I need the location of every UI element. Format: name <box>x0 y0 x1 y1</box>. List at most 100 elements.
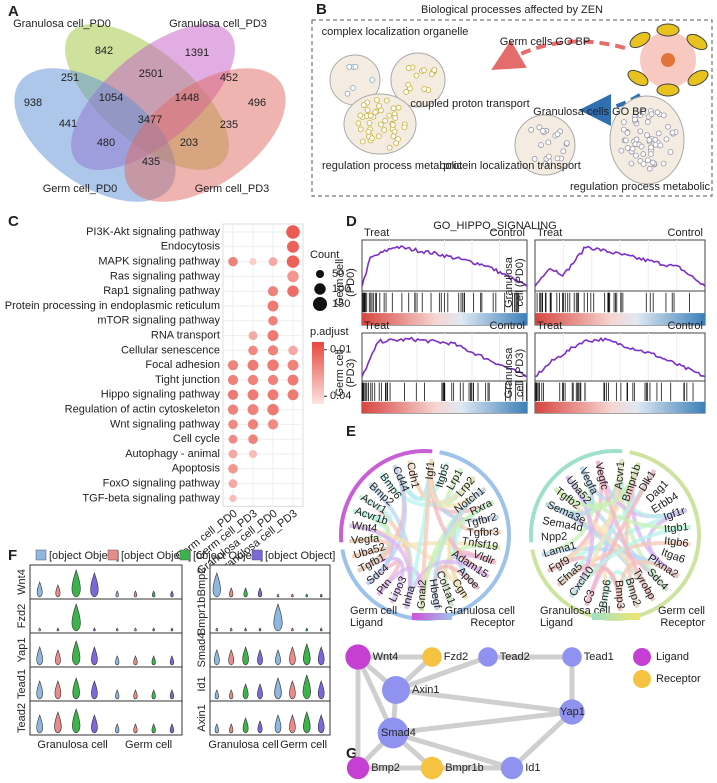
chord <box>349 523 412 610</box>
go-node <box>531 156 538 162</box>
violin <box>257 649 263 666</box>
violin <box>229 627 233 632</box>
go-node <box>390 105 397 112</box>
pathway-label: MAPK signaling pathway <box>98 256 220 268</box>
legend-dot <box>633 670 651 688</box>
plot-label: Granulosa <box>503 256 515 308</box>
violin <box>319 593 323 598</box>
go-node <box>545 139 552 146</box>
go-node <box>652 136 659 143</box>
go-node <box>631 116 638 123</box>
node-label: Wnt4 <box>373 651 399 663</box>
go-term: protein localization transport <box>443 160 581 172</box>
violin <box>36 646 43 666</box>
go-node <box>623 137 629 144</box>
venn-count: 203 <box>180 137 198 149</box>
go-node <box>390 133 397 140</box>
dot <box>247 359 259 371</box>
ligand-label: Ligand <box>350 617 383 629</box>
go-node <box>640 160 647 167</box>
node <box>422 647 442 667</box>
go-node <box>563 140 570 146</box>
dot <box>267 345 279 356</box>
go-node <box>355 120 362 127</box>
go-node <box>628 160 635 167</box>
go-node <box>405 81 412 88</box>
violin <box>71 603 81 632</box>
legend-label: [object Object] <box>193 550 263 562</box>
go-node <box>421 86 428 92</box>
venn-set <box>124 68 286 202</box>
chord <box>428 459 476 505</box>
violin <box>214 689 219 700</box>
panel-label: A <box>8 3 19 20</box>
pathway-label: Ras signaling pathway <box>110 270 221 282</box>
chord <box>569 524 691 599</box>
go-node <box>545 153 552 160</box>
venn-count: 235 <box>220 119 238 131</box>
violin <box>319 627 323 632</box>
violin <box>242 683 249 700</box>
control-label: Control <box>668 227 703 239</box>
go-node <box>405 65 412 71</box>
violin <box>134 627 137 632</box>
violin-frame <box>29 564 183 600</box>
panel-label: F <box>8 547 17 564</box>
legend-dot <box>315 269 325 279</box>
node <box>345 644 371 670</box>
violin <box>72 640 81 666</box>
go-node <box>382 117 389 124</box>
go-node <box>376 102 382 109</box>
gene-label: Bmp3 <box>612 580 626 610</box>
enrichment-curve <box>534 245 706 287</box>
go-node <box>663 136 670 143</box>
go-node <box>648 151 654 158</box>
legend-label: [object Object] <box>265 550 335 562</box>
legend-dot <box>313 297 327 311</box>
go-node <box>381 127 388 133</box>
treat-label: Treat <box>364 227 389 239</box>
go-node <box>660 160 667 167</box>
chord <box>584 469 657 607</box>
go-node <box>359 138 366 145</box>
control-label: Control <box>668 320 703 332</box>
violin-frame <box>209 700 331 736</box>
violin <box>317 680 325 700</box>
violin <box>38 627 41 632</box>
dot <box>247 419 259 430</box>
go-node <box>644 119 651 125</box>
violin <box>115 627 119 632</box>
go-node <box>536 124 543 131</box>
gene-label: Tead1 <box>16 669 28 699</box>
node <box>478 647 498 667</box>
receptor-label: Granulosa cell <box>445 605 515 617</box>
go-node <box>369 77 376 83</box>
violin-frame <box>209 632 331 668</box>
violin <box>305 627 309 632</box>
group-label: Granulosa cell <box>37 739 107 751</box>
dot <box>287 389 299 401</box>
panel-label: G <box>346 745 358 762</box>
violin <box>228 649 235 666</box>
legend-label: Receptor <box>656 673 701 685</box>
rank-strip <box>362 401 527 413</box>
pathway-label: FoxO signaling pathway <box>103 478 221 490</box>
go-node <box>665 123 671 130</box>
group-label: Granulosa cell <box>208 739 278 751</box>
treat-label: Treat <box>537 227 562 239</box>
go-node <box>654 109 661 116</box>
violin <box>36 714 43 734</box>
go-node <box>367 112 374 119</box>
node <box>420 756 444 780</box>
gene-label: Smad4 <box>196 633 208 668</box>
violin <box>303 711 311 734</box>
group-title: Germ cells GO BP <box>500 36 590 48</box>
dot <box>267 330 279 342</box>
node <box>377 717 409 749</box>
dot <box>228 434 238 444</box>
violin <box>257 683 263 700</box>
node <box>562 647 582 667</box>
group-title: Granulosa cells GO BP <box>533 106 647 118</box>
go-node <box>392 115 399 121</box>
legend-title: Count <box>310 249 339 261</box>
